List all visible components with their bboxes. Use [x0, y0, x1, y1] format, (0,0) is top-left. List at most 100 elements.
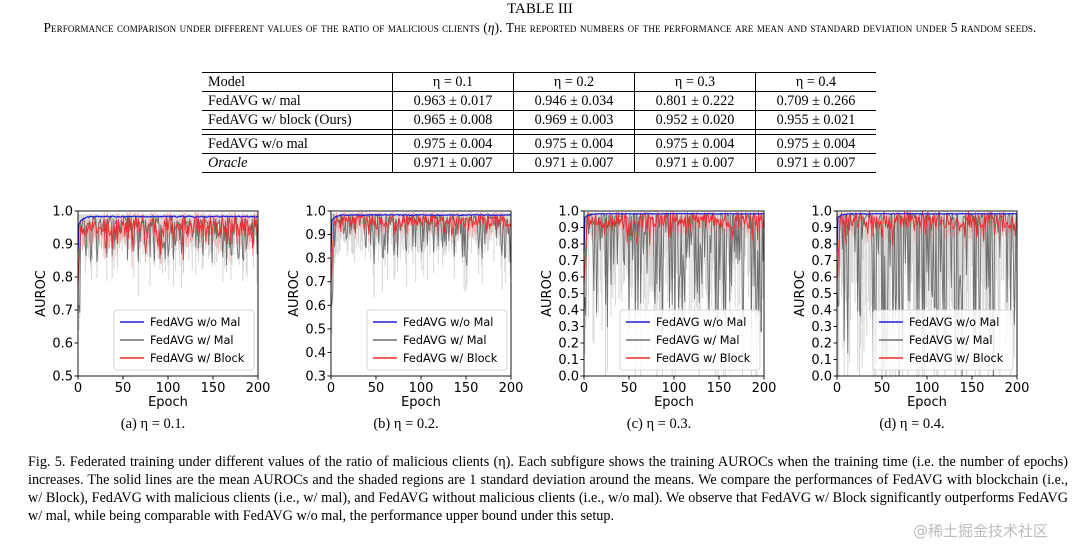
- x-tick-label: 100: [662, 381, 687, 396]
- table-divider-cell: [755, 129, 876, 135]
- x-axis-label: Epoch: [401, 395, 441, 410]
- x-tick-label: 0: [833, 381, 841, 396]
- y-tick-label: 1.0: [811, 205, 832, 220]
- table-divider-cell: [392, 129, 514, 135]
- table-cell-model: FedAVG w/o mal: [202, 134, 393, 154]
- legend-box: [872, 309, 1014, 371]
- series-line-without-mal: [836, 212, 1018, 253]
- y-tick-label: 0.5: [305, 322, 326, 337]
- y-tick-label: 0.4: [811, 304, 832, 319]
- x-axis-label: Epoch: [907, 395, 947, 410]
- legend-entry: FedAVG w/ Mal: [909, 334, 993, 347]
- y-tick-label: 0.9: [305, 228, 326, 243]
- watermark: @稀土掘金技术社区: [913, 522, 1049, 540]
- legend: FedAVG w/o Mal FedAVG w/ Mal FedAVG w/ Blo…: [619, 309, 761, 371]
- table-cell: 0.965 ± 0.008: [392, 110, 514, 130]
- table-cell: 0.952 ± 0.020: [634, 110, 756, 130]
- x-tick-label: 200: [246, 381, 271, 396]
- x-tick-label: 100: [156, 381, 181, 396]
- table-cell: 0.975 ± 0.004: [634, 134, 756, 154]
- y-tick-label: 0.7: [52, 304, 73, 319]
- y-tick-label: 1.0: [558, 205, 579, 220]
- table-cell: 0.963 ± 0.017: [392, 91, 514, 111]
- y-tick-label: 0.5: [558, 287, 579, 302]
- y-tick-label: 0.6: [305, 299, 326, 314]
- table-cell: 0.946 ± 0.034: [513, 91, 635, 111]
- y-tick-label: 0.2: [811, 337, 832, 352]
- y-tick-label: 0.8: [305, 252, 326, 267]
- table-row: Oracle 0.971 ± 0.007 0.971 ± 0.007 0.971…: [202, 153, 876, 173]
- table-cell: 0.709 ± 0.266: [755, 91, 876, 111]
- table-row: FedAVG w/ block (Ours) 0.965 ± 0.008 0.9…: [202, 110, 876, 130]
- legend: FedAVG w/o Mal FedAVG w/ Mal FedAVG w/ Blo…: [113, 309, 255, 371]
- y-axis-label: AUROC: [540, 270, 555, 317]
- y-tick-label: 0.5: [811, 287, 832, 302]
- table-header-row: Model η = 0.1 η = 0.2 η = 0.3 η = 0.4: [202, 72, 876, 92]
- table-header-eta-0.4: η = 0.4: [755, 72, 876, 92]
- x-tick-label: 50: [368, 381, 385, 396]
- table-caption: Performance comparison under different v…: [20, 19, 1060, 37]
- y-tick-label: 0.1: [811, 353, 832, 368]
- x-tick-label: 150: [707, 381, 732, 396]
- table-cell: 0.975 ± 0.004: [513, 134, 635, 154]
- table-caption-eta: η: [487, 20, 495, 35]
- table-header-eta-0.1: η = 0.1: [392, 72, 514, 92]
- table-cell-model: Oracle: [202, 153, 393, 173]
- x-tick-label: 0: [580, 381, 588, 396]
- table-cell: 0.971 ± 0.007: [513, 153, 635, 173]
- y-tick-label: 0.0: [811, 370, 832, 385]
- y-tick-label: 0.8: [52, 271, 73, 286]
- y-tick-label: 0.4: [305, 346, 326, 361]
- y-tick-label: 0.9: [52, 238, 73, 253]
- x-tick-label: 50: [874, 381, 891, 396]
- y-tick-label: 0.9: [811, 221, 832, 236]
- y-tick-label: 0.0: [558, 370, 579, 385]
- table-cell: 0.975 ± 0.004: [392, 134, 514, 154]
- table-header-eta-0.3: η = 0.3: [634, 72, 756, 92]
- subcaption-d: (d) η = 0.4.: [879, 416, 945, 432]
- y-tick-label: 0.5: [52, 370, 73, 385]
- subplot-d: 0.0 0.1 0.2 0.3 0.4 0.5 0.6 0.7 0.8 0.9 1.0 0 50 100 1…: [787, 200, 1037, 442]
- y-tick-label: 1.0: [305, 205, 326, 220]
- table-divider-cell: [634, 129, 756, 135]
- subcaption-b: (b) η = 0.2.: [373, 416, 439, 432]
- table-header-eta-0.2: η = 0.2: [513, 72, 635, 92]
- y-tick-label: 0.2: [558, 337, 579, 352]
- subplot-b: 0.3 0.4 0.5 0.6 0.7 0.8 0.9 1.0 0 50 100 150 200 Epoc…: [281, 200, 531, 442]
- table-label: TABLE III: [507, 1, 573, 17]
- table-cell: 0.971 ± 0.007: [392, 153, 514, 173]
- x-tick-label: 150: [960, 381, 985, 396]
- table-row: FedAVG w/o mal 0.975 ± 0.004 0.975 ± 0.0…: [202, 134, 876, 154]
- legend-entry: FedAVG w/ Block: [909, 352, 1004, 365]
- chart-svg-d: 0.0 0.10.2 0.30.4 0.50.6 0.70.8 0.91.0 0 50 100 1…: [793, 205, 1029, 411]
- x-tick-label: 0: [327, 381, 335, 396]
- legend: FedAVG w/o Mal FedAVG w/ Mal FedAVG w/ Blo…: [366, 309, 508, 371]
- legend-entry: FedAVG w/ Mal: [656, 334, 740, 347]
- legend-box: [113, 309, 255, 371]
- table-cell: 0.971 ± 0.007: [755, 153, 876, 173]
- x-tick-label: 200: [499, 381, 524, 396]
- figure-caption: Fig. 5. Federated training under differe…: [28, 454, 1068, 524]
- table-cell: 0.801 ± 0.222: [634, 91, 756, 111]
- table-caption-part-2: ). The reported numbers of the performan…: [494, 20, 1037, 35]
- y-tick-label: 0.6: [558, 271, 579, 286]
- y-axis-label: AUROC: [287, 270, 302, 317]
- table-row: FedAVG w/ mal 0.963 ± 0.017 0.946 ± 0.03…: [202, 91, 876, 111]
- x-tick-label: 0: [74, 381, 82, 396]
- table-divider-cell: [202, 129, 393, 135]
- series-line-without-mal: [330, 213, 512, 253]
- series-line-with-block: [330, 214, 512, 286]
- x-tick-label: 100: [915, 381, 940, 396]
- chart-svg-b: 0.3 0.4 0.5 0.6 0.7 0.8 0.9 1.0 0 50 100 150 200 Epoc…: [287, 205, 524, 411]
- y-axis-label: AUROC: [34, 270, 49, 317]
- table-cell: 0.969 ± 0.003: [513, 110, 635, 130]
- y-tick-label: 0.7: [558, 254, 579, 269]
- x-axis-label: Epoch: [148, 395, 188, 410]
- legend-entry: FedAVG w/o Mal: [403, 316, 493, 329]
- series-line-without-mal: [583, 212, 765, 253]
- x-tick-label: 50: [621, 381, 638, 396]
- series-line-with-block: [77, 214, 259, 286]
- x-tick-label: 50: [115, 381, 132, 396]
- series-line-with-block: [583, 212, 765, 286]
- table-cell-model: FedAVG w/ block (Ours): [202, 110, 393, 130]
